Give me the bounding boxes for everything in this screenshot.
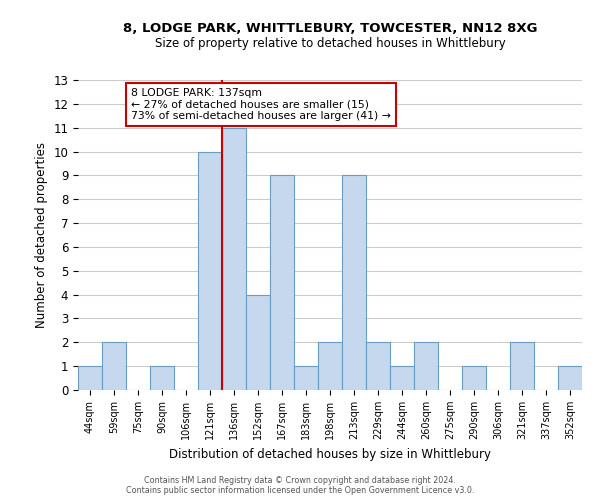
Text: Size of property relative to detached houses in Whittlebury: Size of property relative to detached ho…	[155, 38, 505, 51]
Bar	[246, 294, 270, 390]
Bar	[366, 342, 390, 390]
Bar	[558, 366, 582, 390]
Bar	[150, 366, 174, 390]
Y-axis label: Number of detached properties: Number of detached properties	[35, 142, 48, 328]
Bar	[222, 128, 246, 390]
Bar	[342, 176, 366, 390]
Bar	[102, 342, 126, 390]
Bar	[510, 342, 534, 390]
Text: 8 LODGE PARK: 137sqm
← 27% of detached houses are smaller (15)
73% of semi-detac: 8 LODGE PARK: 137sqm ← 27% of detached h…	[131, 88, 391, 121]
Text: Contains HM Land Registry data © Crown copyright and database right 2024.
Contai: Contains HM Land Registry data © Crown c…	[126, 476, 474, 495]
Text: 8, LODGE PARK, WHITTLEBURY, TOWCESTER, NN12 8XG: 8, LODGE PARK, WHITTLEBURY, TOWCESTER, N…	[123, 22, 537, 36]
Bar	[390, 366, 414, 390]
Bar	[78, 366, 102, 390]
Bar	[270, 176, 294, 390]
X-axis label: Distribution of detached houses by size in Whittlebury: Distribution of detached houses by size …	[169, 448, 491, 460]
Bar	[198, 152, 222, 390]
Bar	[294, 366, 318, 390]
Bar	[318, 342, 342, 390]
Bar	[462, 366, 486, 390]
Bar	[414, 342, 438, 390]
